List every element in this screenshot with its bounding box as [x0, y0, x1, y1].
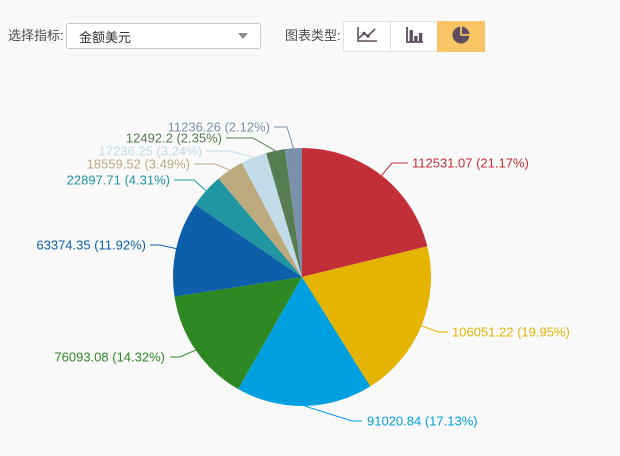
indicator-select[interactable]: 金额美元	[66, 23, 261, 49]
pie-slice-9[interactable]	[284, 147, 302, 277]
pie-label-line-0	[381, 162, 408, 176]
pie-label-2: 91020.84 (17.13%)	[367, 414, 478, 429]
pie-slice-3[interactable]	[174, 277, 303, 390]
pie-label-0: 112531.07 (21.17%)	[412, 156, 529, 171]
chart-type-pie-button[interactable]	[437, 21, 485, 52]
pie-label-line-5	[174, 179, 207, 192]
pie-slice-6[interactable]	[218, 162, 303, 277]
pie-label-line-2	[304, 405, 362, 422]
pie-label-line-7	[206, 150, 254, 158]
pie-label-8: 12492.2 (2.35%)	[126, 131, 222, 146]
indicator-label: 选择指标:	[8, 28, 64, 43]
chart-type-button-group	[343, 21, 485, 52]
pie-slice-5[interactable]	[195, 178, 302, 277]
pie-label-9: 11236.26 (2.12%)	[168, 120, 270, 135]
pie-label-line-8	[226, 137, 276, 152]
chart-type-line-button[interactable]	[343, 21, 391, 52]
pie-label-6: 18559.52 (3.49%)	[87, 157, 190, 172]
pie-slice-0[interactable]	[302, 148, 428, 277]
pie-label-line-9	[274, 126, 294, 149]
pie-label-5: 22897.71 (4.31%)	[67, 173, 170, 188]
line-chart-icon	[354, 25, 380, 48]
bar-chart-icon	[401, 25, 427, 48]
pie-label-3: 76093.08 (14.32%)	[54, 350, 165, 365]
pie-chart-icon	[450, 24, 472, 49]
pie-slice-1[interactable]	[302, 246, 431, 387]
pie-label-1: 106051.22 (19.95%)	[452, 325, 570, 340]
pie-label-line-1	[421, 325, 448, 333]
pie-label-4: 63374.35 (11.92%)	[36, 238, 146, 253]
pie-label-line-3	[170, 349, 196, 358]
pie-slice-2[interactable]	[238, 277, 371, 407]
pie-label-line-4	[150, 244, 177, 250]
chart-type-label: 图表类型:	[285, 28, 341, 43]
pie-slice-7[interactable]	[241, 153, 302, 277]
pie-slice-4[interactable]	[173, 204, 302, 297]
indicator-select-value: 金额美元	[79, 29, 132, 45]
chevron-down-icon	[238, 33, 248, 39]
pie-label-line-6	[194, 163, 230, 171]
pie-slice-8[interactable]	[266, 149, 302, 277]
pie-label-7: 17236.25 (3.24%)	[99, 144, 202, 159]
